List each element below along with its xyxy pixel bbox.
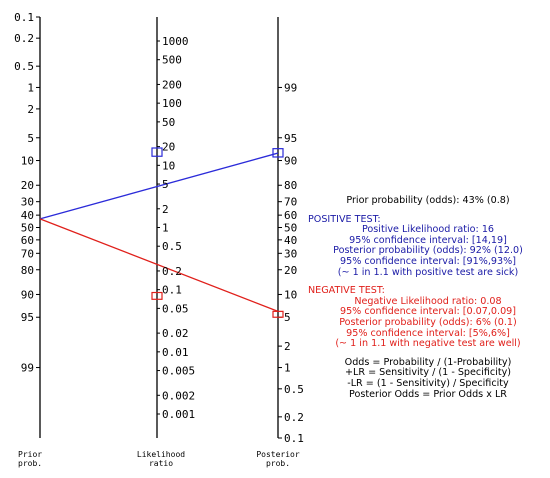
positive-lr-ci-marker <box>151 147 163 157</box>
positive-test-section: POSITIVE TEST: Positive Likelihood ratio… <box>308 213 548 279</box>
lr-tick-label: 0.002 <box>162 389 195 402</box>
prior-tick-label: 50 <box>21 222 34 235</box>
posterior-tick-label: 30 <box>284 247 297 260</box>
lr-tick-label: 0.005 <box>162 365 195 378</box>
posterior-tick-label: 60 <box>284 209 297 222</box>
positive-lr-ci-text: 95% confidence interval: [14,19] <box>349 234 507 246</box>
prior-tick-label: 5 <box>27 132 34 145</box>
lr-tick-label: 0.001 <box>162 408 195 421</box>
negative-posterior-text: Posterior probability (odds): 6% (0.1) <box>339 316 517 328</box>
nomogram-tick-labels: 0.10.20.51251020304050607080909599999590… <box>14 11 304 445</box>
prior-tick-label: 0.2 <box>14 32 34 45</box>
posterior-tick-label: 0.2 <box>284 411 304 424</box>
positive-posterior-ci-marker <box>272 148 284 158</box>
likelihood-ratio-axis-title: Likelihood <box>137 450 185 459</box>
negative-posterior-ci-marker <box>272 310 284 318</box>
posterior-tick-label: 1 <box>284 362 291 375</box>
prior-tick-label: 95 <box>21 311 34 324</box>
formula-positive-lr: +LR = Sensitivity / (1 - Specificity) <box>344 367 512 379</box>
prior-tick-label: 0.1 <box>14 11 34 24</box>
negative-interpretation-text: (~ 1 in 1.1 with negative test are well) <box>335 338 521 350</box>
prior-tick-label: 20 <box>21 179 34 192</box>
lr-tick-label: 0.02 <box>162 327 189 340</box>
formulas-section: Odds = Probability / (1-Probability) +LR… <box>308 356 548 400</box>
negative-test-heading: NEGATIVE TEST: <box>308 285 385 297</box>
nomogram-axes <box>36 16 282 439</box>
lr-tick-label: 0.01 <box>162 346 189 359</box>
posterior-tick-label: 95 <box>284 132 297 145</box>
prior-tick-label: 10 <box>21 155 34 168</box>
lr-tick-label: 2 <box>162 203 169 216</box>
posterior-tick-label: 70 <box>284 196 297 209</box>
posterior-tick-label: 50 <box>284 222 297 235</box>
lr-tick-label: 0.2 <box>162 265 182 278</box>
results-panel: Prior probability (odds): 43% (0.8) POSI… <box>308 195 548 400</box>
formula-posterior-odds: Posterior Odds = Prior Odds x LR <box>349 388 507 400</box>
prior-axis-title: Prior <box>18 450 42 459</box>
posterior-tick-label: 5 <box>284 311 291 324</box>
prior-tick-label: 60 <box>21 234 34 247</box>
prior-tick-label: 40 <box>21 209 34 222</box>
prior-axis-title: prob. <box>18 459 42 468</box>
lr-tick-label: 0.05 <box>162 302 189 315</box>
posterior-axis-title: Posterior <box>256 450 300 459</box>
prior-tick-label: 2 <box>27 103 34 116</box>
nomogram-series <box>39 147 284 318</box>
positive-posterior-ci-text: 95% confidence interval: [91%,93%] <box>340 255 516 267</box>
posterior-tick-label: 99 <box>284 81 297 94</box>
lr-tick-label: 0.1 <box>162 284 182 297</box>
negative-test-line <box>39 218 279 312</box>
lr-tick-label: 500 <box>162 54 182 67</box>
lr-tick-label: 0.5 <box>162 240 182 253</box>
positive-lr-text: Positive Likelihood ratio: 16 <box>361 224 495 236</box>
lr-tick-label: 20 <box>162 141 175 154</box>
positive-posterior-text: Posterior probability (odds): 92% (12.0) <box>333 245 523 257</box>
positive-interpretation-text: (~ 1 in 1.1 with positive test are sick) <box>337 266 519 278</box>
posterior-tick-label: 90 <box>284 155 297 168</box>
positive-test-line <box>39 152 279 220</box>
posterior-tick-label: 2 <box>284 340 291 353</box>
lr-tick-label: 200 <box>162 78 182 91</box>
posterior-tick-label: 0.1 <box>284 432 304 445</box>
negative-test-section: NEGATIVE TEST: Negative Likelihood ratio… <box>308 286 548 350</box>
likelihood-ratio-axis-title: ratio <box>149 459 173 468</box>
negative-lr-text: Negative Likelihood ratio: 0.08 <box>354 295 502 307</box>
positive-test-heading: POSITIVE TEST: <box>308 213 381 225</box>
prior-tick-label: 30 <box>21 196 34 209</box>
prior-tick-label: 70 <box>21 247 34 260</box>
posterior-tick-label: 0.5 <box>284 383 304 396</box>
prior-tick-label: 99 <box>21 362 34 375</box>
lr-tick-label: 5 <box>162 178 169 191</box>
prior-tick-label: 80 <box>21 264 34 277</box>
negative-posterior-ci-text: 95% confidence interval: [5%,6%] <box>346 327 510 339</box>
lr-tick-label: 1000 <box>162 35 189 48</box>
posterior-tick-label: 40 <box>284 234 297 247</box>
posterior-tick-label: 10 <box>284 288 297 301</box>
posterior-tick-label: 20 <box>284 264 297 277</box>
prior-tick-label: 90 <box>21 288 34 301</box>
lr-tick-label: 100 <box>162 97 182 110</box>
negative-lr-ci-text: 95% confidence interval: [0.07,0.09] <box>339 306 517 318</box>
lr-tick-label: 10 <box>162 159 175 172</box>
posterior-axis-title: prob. <box>266 459 290 468</box>
lr-tick-label: 50 <box>162 116 175 129</box>
prior-tick-label: 1 <box>27 81 34 94</box>
prior-probability-text: Prior probability (odds): 43% (0.8) <box>346 195 510 206</box>
lr-tick-label: 1 <box>162 222 169 235</box>
prior-tick-label: 0.5 <box>14 60 34 73</box>
negative-lr-ci-marker <box>151 291 163 300</box>
posterior-tick-label: 80 <box>284 179 297 192</box>
formula-negative-lr: -LR = (1 - Sensitivity) / Specificity <box>347 377 509 389</box>
formula-odds: Odds = Probability / (1-Probability) <box>344 356 512 368</box>
